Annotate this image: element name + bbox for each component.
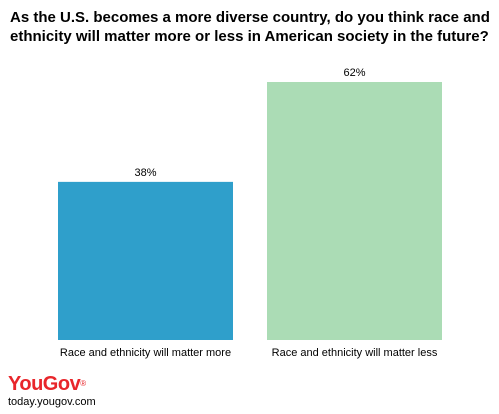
category-label-1: Race and ethnicity will matter more xyxy=(60,347,231,359)
data-label-1: 38% xyxy=(134,167,156,179)
registered-mark: ® xyxy=(80,379,86,388)
data-label-2: 62% xyxy=(343,67,365,79)
logo-text: YouGov xyxy=(8,373,81,395)
chart-title: As the U.S. becomes a more diverse count… xyxy=(10,9,490,45)
bar-1 xyxy=(58,181,233,340)
category-label-2: Race and ethnicity will matter less xyxy=(272,347,438,359)
source-url: today.yougov.com xyxy=(8,396,96,408)
bar-2 xyxy=(267,82,442,340)
yougov-logo: YouGov® xyxy=(8,374,86,394)
